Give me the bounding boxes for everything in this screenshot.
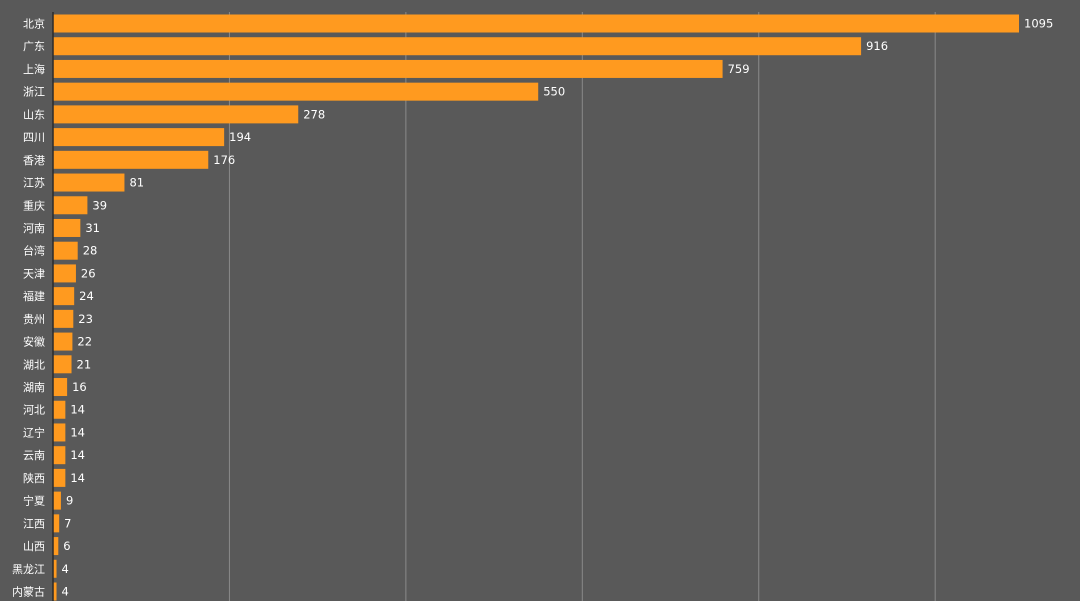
bar: [53, 14, 1019, 33]
grid-layer: [228, 12, 936, 601]
category-label: 黑龙江: [12, 563, 45, 576]
category-label: 云南: [23, 449, 45, 462]
value-label: 28: [83, 244, 98, 258]
category-label: 贵州: [23, 313, 45, 326]
value-label: 4: [62, 585, 69, 599]
value-label: 916: [866, 39, 888, 53]
bar: [53, 537, 59, 556]
category-label: 台湾: [23, 244, 45, 258]
category-label: 河南: [23, 222, 45, 235]
bar: [53, 150, 209, 169]
value-label: 14: [70, 403, 85, 417]
value-label: 550: [543, 85, 565, 99]
value-label: 14: [70, 425, 85, 439]
category-label: 山东: [23, 108, 45, 121]
bar: [53, 59, 723, 78]
bar: [53, 309, 74, 328]
value-label: 7: [64, 516, 71, 530]
value-label: 23: [78, 312, 93, 326]
bar: [53, 514, 60, 533]
value-label: 9: [66, 494, 73, 508]
category-label: 湖南: [23, 381, 45, 394]
bar: [53, 423, 66, 442]
bar: [53, 491, 61, 510]
bar: [53, 287, 75, 306]
bar: [53, 559, 57, 578]
category-label: 上海: [23, 62, 45, 76]
bar: [53, 468, 66, 487]
category-label: 辽宁: [23, 425, 45, 439]
category-label: 山西: [23, 540, 45, 553]
category-label: 广东: [23, 40, 45, 53]
category-label: 重庆: [23, 198, 45, 212]
value-label: 31: [85, 221, 100, 235]
category-label: 四川: [23, 131, 45, 144]
bar: [53, 400, 66, 419]
bar: [53, 173, 125, 192]
bar: [53, 332, 73, 351]
value-label: 22: [77, 335, 92, 349]
bar: [53, 105, 299, 124]
value-label: 26: [81, 266, 96, 280]
category-label: 福建: [23, 289, 45, 303]
value-label: 21: [77, 357, 92, 371]
category-label: 香港: [23, 154, 45, 167]
value-label: 1095: [1024, 17, 1053, 31]
value-label: 194: [229, 130, 251, 144]
value-label: 16: [72, 380, 87, 394]
category-label: 北京: [23, 17, 45, 31]
value-label: 176: [213, 153, 235, 167]
category-label: 安徽: [23, 335, 45, 349]
category-label: 浙江: [23, 86, 45, 99]
bar: [53, 218, 81, 237]
bar: [53, 37, 862, 56]
category-label: 江苏: [23, 177, 45, 190]
bar: [53, 241, 78, 260]
value-label: 14: [70, 448, 85, 462]
bar: [53, 196, 88, 215]
value-label: 24: [79, 289, 94, 303]
value-label: 4: [62, 562, 69, 576]
bar: [53, 378, 68, 397]
value-label: 39: [92, 198, 107, 212]
value-label: 278: [303, 107, 325, 121]
bar: [53, 355, 72, 374]
bar-layer: [53, 14, 1019, 601]
value-label: 759: [728, 62, 750, 76]
category-label: 湖北: [23, 358, 45, 371]
value-label: 6: [63, 539, 70, 553]
category-label: 陕西: [23, 471, 45, 485]
bar: [53, 128, 225, 147]
bar: [53, 264, 76, 283]
value-label: 81: [129, 176, 144, 190]
category-label: 天津: [23, 267, 45, 280]
bar: [53, 82, 539, 101]
category-label: 河北: [23, 404, 45, 417]
value-label: 14: [70, 471, 85, 485]
category-label: 宁夏: [23, 494, 45, 508]
category-label: 内蒙古: [12, 585, 45, 599]
bar: [53, 582, 57, 601]
bar: [53, 446, 66, 465]
category-label: 江西: [23, 517, 45, 530]
